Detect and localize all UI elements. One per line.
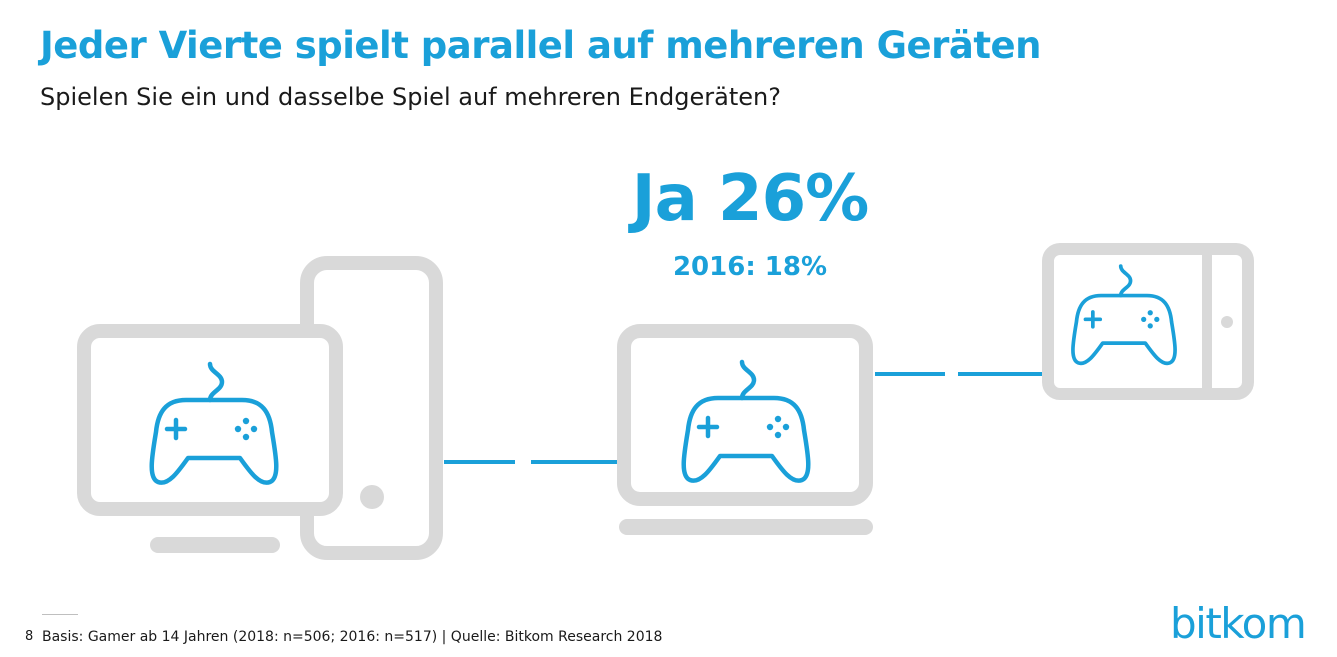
bitkom-logo: bitkom: [1170, 599, 1307, 648]
page-number: 8: [25, 629, 34, 644]
page-title: Jeder Vierte spielt parallel auf mehrere…: [40, 24, 1041, 67]
laptop-icon: [617, 324, 873, 535]
main-stat: Ja 26%: [631, 162, 869, 236]
source-footnote: Basis: Gamer ab 14 Jahren (2018: n=506; …: [42, 629, 663, 645]
monitor-icon: [77, 324, 343, 553]
footnote-divider: [42, 614, 78, 615]
question-subtitle: Spielen Sie ein und dasselbe Spiel auf m…: [40, 83, 781, 111]
tablet-icon: [1042, 243, 1254, 400]
comparison-stat: 2016: 18%: [672, 252, 828, 282]
